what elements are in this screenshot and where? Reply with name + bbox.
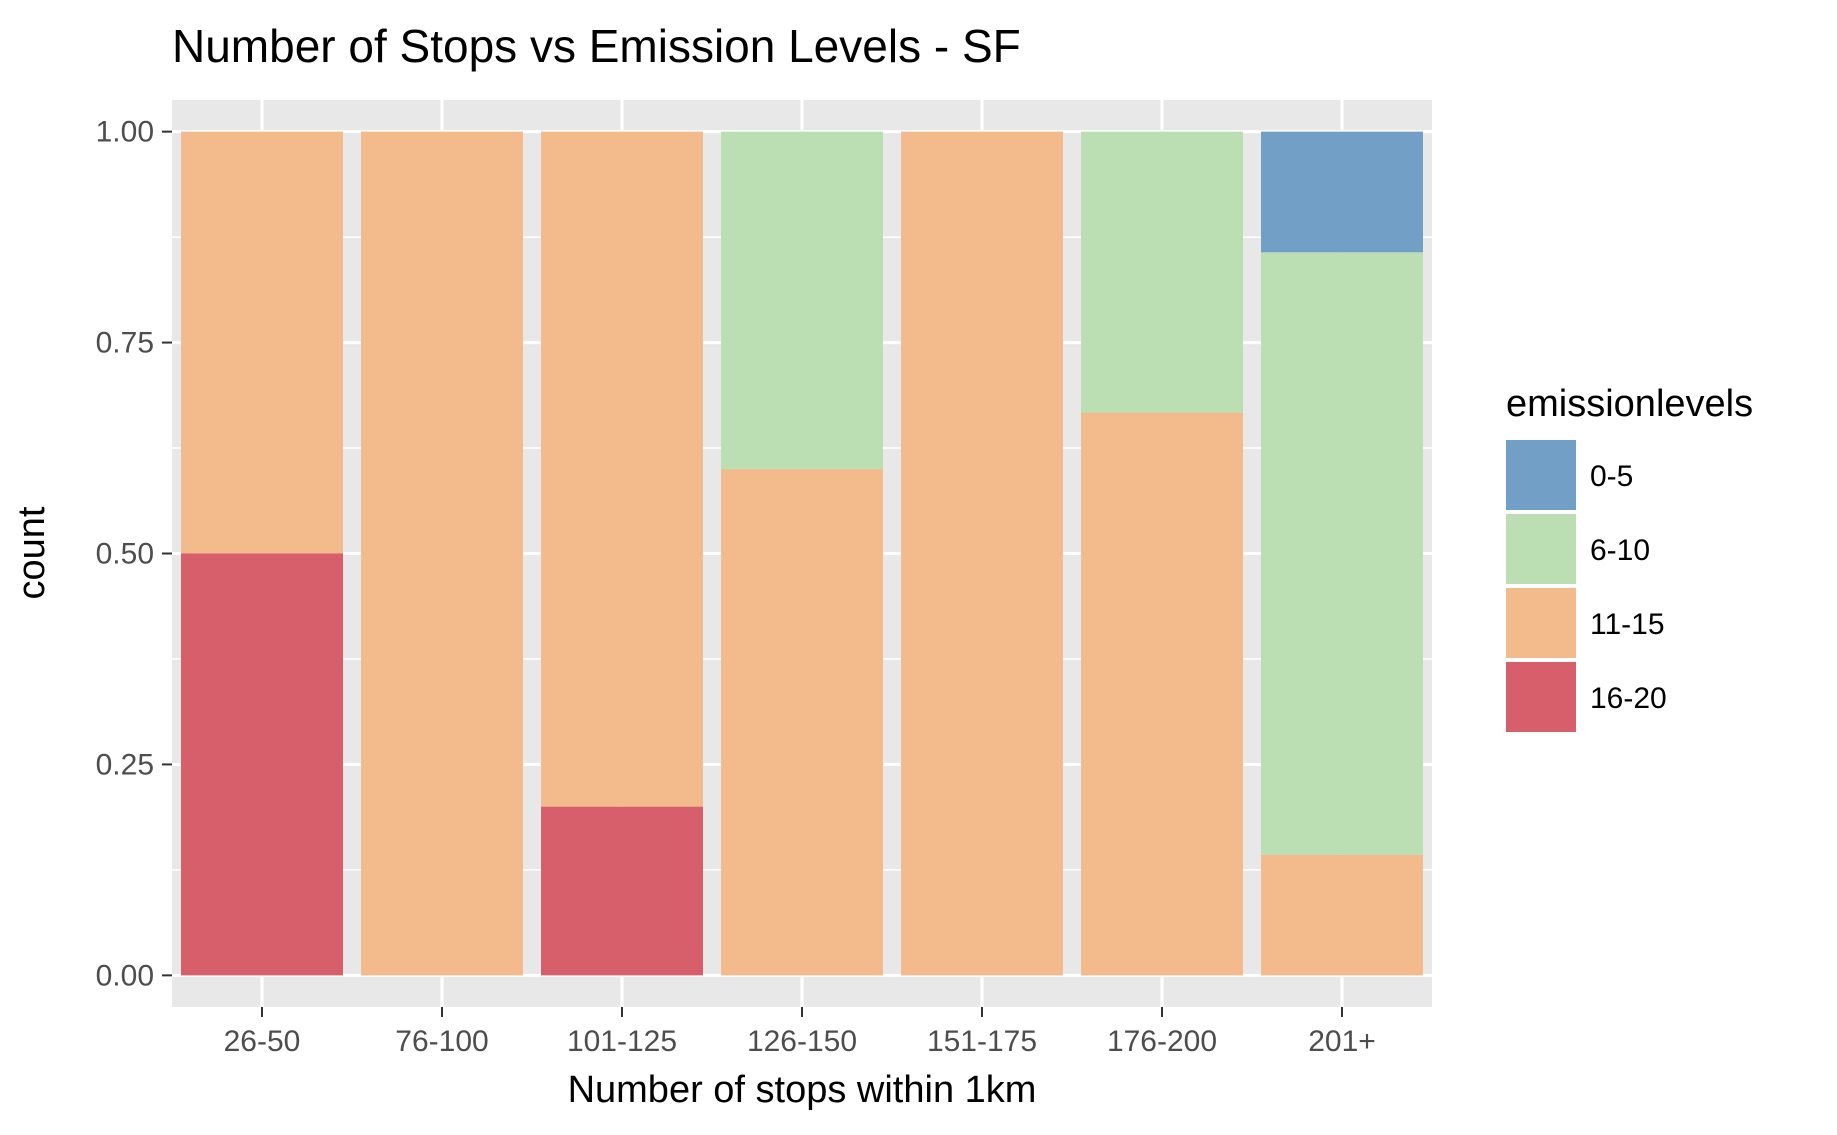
y-tick-label: 0.50: [96, 538, 154, 571]
bar-segment: [361, 131, 523, 976]
x-tick-label: 201+: [1308, 1025, 1376, 1058]
x-tick-label: 176-200: [1107, 1025, 1217, 1058]
x-tick-label: 151-175: [927, 1025, 1037, 1058]
y-axis: 0.00 0.25 0.50 0.75 1.00: [96, 116, 172, 992]
legend-key: [1506, 440, 1576, 510]
x-axis-title: Number of stops within 1km: [568, 1069, 1037, 1111]
bar-segment: [1081, 131, 1243, 413]
bar-segment: [901, 131, 1063, 976]
bar-segment: [1261, 854, 1423, 976]
y-tick-label: 0.00: [96, 959, 154, 992]
legend-title: emissionlevels: [1506, 383, 1753, 425]
x-tick-label: 76-100: [395, 1025, 488, 1058]
x-tick-label: 101-125: [567, 1025, 677, 1058]
bar-segment: [721, 469, 883, 976]
legend-label: 6-10: [1590, 534, 1650, 567]
legend: emissionlevels 0-5 6-10 11-15 16-20: [1506, 383, 1753, 732]
bar-segment: [181, 553, 343, 976]
bar-segment: [541, 806, 703, 976]
legend-label: 0-5: [1590, 460, 1633, 493]
bar-segment: [1261, 252, 1423, 855]
legend-label: 11-15: [1590, 608, 1665, 641]
y-tick-label: 1.00: [96, 116, 154, 149]
x-tick-label: 26-50: [224, 1025, 301, 1058]
bar-segment: [181, 131, 343, 554]
bar-segment: [541, 131, 703, 807]
y-axis-title: count: [11, 506, 53, 599]
bar-segment: [721, 131, 883, 470]
legend-key: [1506, 588, 1576, 658]
chart-title: Number of Stops vs Emission Levels - SF: [172, 20, 1021, 72]
x-tick-label: 126-150: [747, 1025, 857, 1058]
y-tick-label: 0.75: [96, 327, 154, 360]
legend-key: [1506, 662, 1576, 732]
y-tick-label: 0.25: [96, 748, 154, 781]
bar-segment: [1261, 131, 1423, 253]
bar-segment: [1081, 412, 1243, 976]
x-axis: 26-50 76-100 101-125 126-150 151-175 176-200 2…: [224, 1007, 1376, 1058]
bars: [181, 131, 1423, 976]
legend-label: 16-20: [1590, 682, 1667, 715]
legend-key: [1506, 514, 1576, 584]
